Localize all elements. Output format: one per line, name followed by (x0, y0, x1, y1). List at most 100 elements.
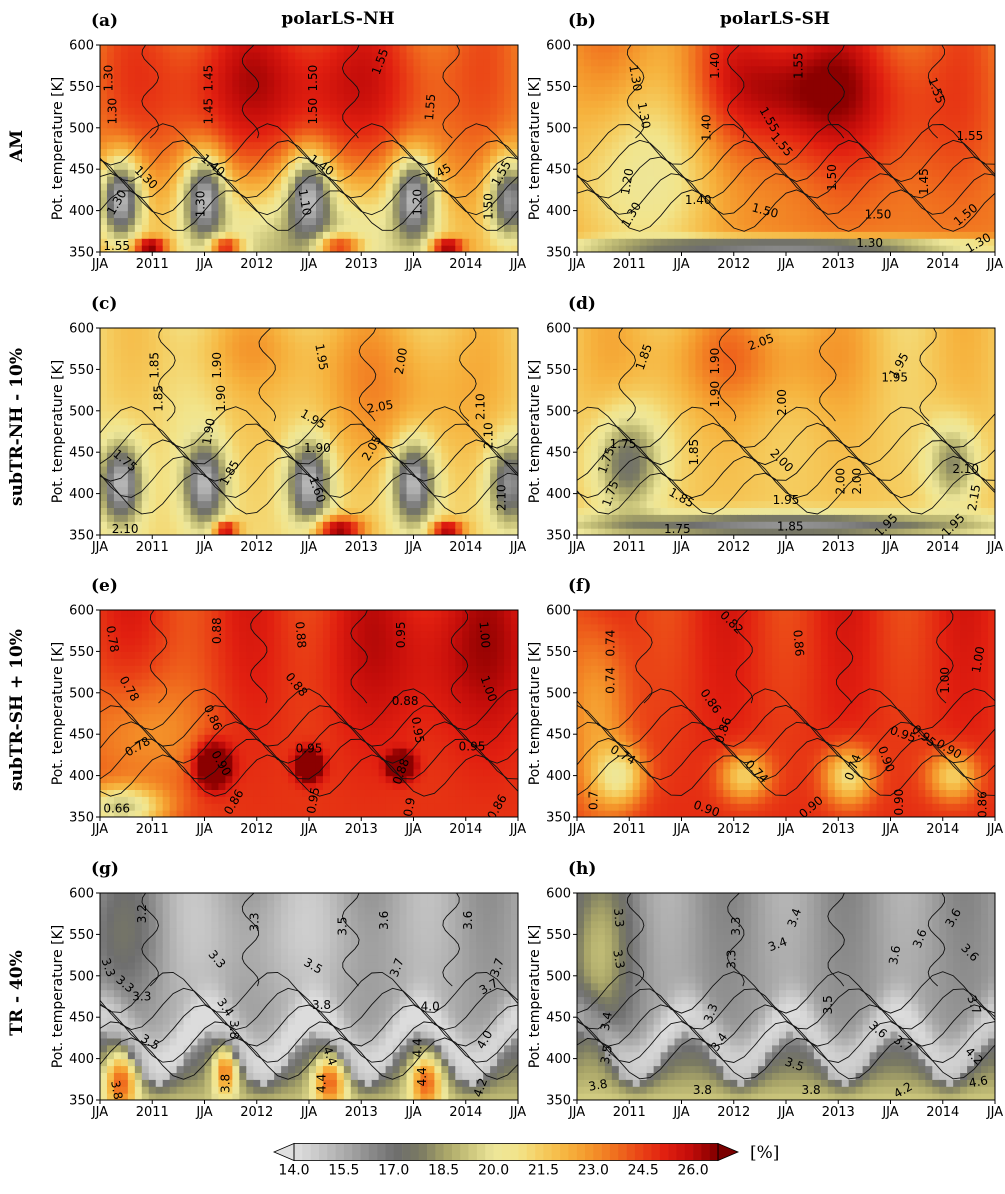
heatmap-cell (855, 210, 864, 219)
heatmap-cell (511, 72, 518, 81)
heatmap-cell (281, 431, 289, 439)
heatmap-cell (197, 452, 206, 460)
heatmap-cell (155, 196, 164, 205)
heatmap-cell (127, 51, 136, 60)
heatmap-cell (309, 210, 317, 219)
heatmap-cell (246, 231, 254, 239)
heatmap-cell (148, 100, 157, 108)
heatmap-cell (350, 431, 359, 439)
heatmap-cell (100, 328, 108, 336)
heatmap-cell (583, 217, 592, 225)
heatmap-cell (218, 397, 226, 405)
heatmap-cell (974, 72, 982, 81)
heatmap-cell (169, 514, 178, 522)
heatmap-cell (106, 328, 115, 336)
heatmap-cell (120, 114, 129, 122)
heatmap-cell (772, 183, 780, 191)
heatmap-cell (988, 162, 995, 170)
heatmap-cell (841, 176, 850, 184)
heatmap-cell (827, 86, 836, 94)
heatmap-cell (820, 134, 829, 143)
heatmap-cell (190, 79, 199, 87)
heatmap-cell (225, 417, 233, 426)
heatmap-cell (869, 176, 878, 184)
heatmap-cell (876, 203, 885, 212)
heatmap-cell (190, 134, 199, 143)
heatmap-cell (946, 176, 954, 184)
heatmap-cell (392, 169, 401, 177)
heatmap-cell (765, 176, 773, 184)
heatmap-cell (127, 521, 136, 529)
heatmap-cell (309, 397, 317, 405)
heatmap-cell (148, 507, 157, 515)
heatmap-cell (667, 107, 676, 115)
heatmap-cell (660, 203, 669, 212)
heatmap-cell (611, 65, 620, 74)
heatmap-cell (100, 383, 108, 391)
heatmap-cell (827, 93, 836, 101)
heatmap-cell (737, 217, 745, 225)
heatmap-cell (618, 183, 627, 191)
heatmap-cell (281, 397, 289, 405)
heatmap-cell (371, 479, 380, 488)
heatmap-cell (183, 390, 192, 398)
heatmap-cell (148, 231, 157, 239)
heatmap-cell (281, 369, 289, 377)
heatmap-cell (448, 51, 456, 60)
heatmap-cell (274, 65, 282, 74)
heatmap-cell (267, 362, 275, 370)
heatmap-cell (295, 417, 303, 426)
heatmap-cell (246, 514, 254, 522)
heatmap-cell (357, 162, 366, 170)
heatmap-cell (730, 210, 738, 219)
heatmap-cell (511, 107, 518, 115)
heatmap-cell (329, 493, 338, 502)
heatmap-cell (190, 383, 199, 391)
heatmap-cell (281, 459, 289, 467)
heatmap-cell (281, 210, 289, 219)
heatmap-cell (434, 100, 442, 108)
heatmap-cell (737, 86, 745, 94)
heatmap-cell (462, 169, 470, 177)
heatmap-cell (618, 86, 627, 94)
heatmap-cell (267, 486, 275, 495)
heatmap-cell (681, 127, 690, 136)
heatmap-cell (820, 183, 829, 191)
heatmap-cell (225, 107, 233, 115)
heatmap-cell (155, 245, 164, 252)
heatmap-cell (120, 472, 129, 481)
heatmap-cell (302, 328, 310, 336)
heatmap-cell (232, 514, 240, 522)
heatmap-cell (246, 86, 254, 94)
heatmap-cell (779, 231, 787, 239)
heatmap-cell (841, 141, 850, 150)
heatmap-cell (758, 217, 766, 225)
heatmap-cell (364, 120, 373, 129)
heatmap-cell (281, 355, 289, 364)
heatmap-cell (385, 217, 394, 225)
heatmap-cell (225, 500, 233, 508)
heatmap-cell (211, 45, 220, 53)
heatmap-cell (183, 514, 192, 522)
heatmap-cell (281, 72, 289, 81)
heatmap-cell (792, 148, 801, 156)
heatmap-cell (744, 45, 752, 53)
heatmap-cell (148, 245, 157, 252)
heatmap-cell (315, 390, 324, 398)
heatmap-cell (239, 528, 247, 535)
heatmap-cell (688, 107, 697, 115)
heatmap-cell (315, 424, 324, 433)
heatmap-cell (841, 134, 850, 143)
heatmap-cell (232, 169, 240, 177)
heatmap-cell (197, 127, 206, 136)
heatmap-cell (281, 65, 289, 74)
heatmap-cell (336, 238, 345, 246)
heatmap-cell (660, 134, 669, 143)
heatmap-cell (134, 93, 143, 101)
heatmap-cell (967, 72, 975, 81)
heatmap-cell (716, 58, 724, 67)
heatmap-cell (695, 72, 703, 81)
heatmap-cell (604, 114, 613, 122)
heatmap-cell (786, 189, 794, 198)
heatmap-cell (883, 245, 892, 252)
